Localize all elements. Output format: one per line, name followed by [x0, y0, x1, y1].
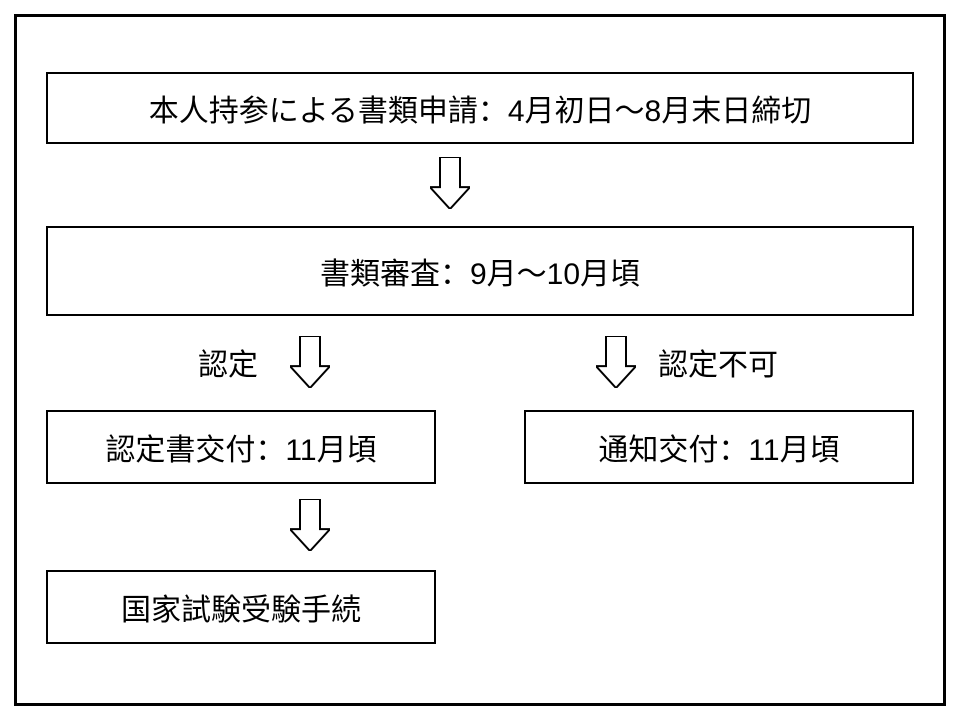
label-rejected: 認定不可 — [658, 340, 778, 384]
flowchart-canvas: 本人持参による書類申請：4月初日～8月末日締切 書類審査：9月～10月頃 認定 … — [0, 0, 960, 720]
arrow-to-exam — [290, 499, 330, 551]
step3b-notice-box: 通知交付：11月頃 — [524, 410, 914, 484]
step4-exam-box: 国家試験受験手続 — [46, 570, 436, 644]
step2-text: 書類審査：9月～10月頃 — [320, 249, 640, 293]
step4-text: 国家試験受験手続 — [121, 585, 361, 629]
step3a-certificate-box: 認定書交付：11月頃 — [46, 410, 436, 484]
step3a-text: 認定書交付：11月頃 — [105, 425, 376, 469]
arrow-approved — [290, 336, 330, 388]
step3b-text: 通知交付：11月頃 — [598, 425, 839, 469]
arrow-step1-to-step2 — [430, 157, 470, 209]
step1-application-box: 本人持参による書類申請：4月初日～8月末日締切 — [46, 72, 914, 144]
step2-review-box: 書類審査：9月～10月頃 — [46, 226, 914, 316]
label-approved: 認定 — [198, 340, 258, 384]
arrow-rejected — [596, 336, 636, 388]
step1-text: 本人持参による書類申請：4月初日～8月末日締切 — [149, 86, 811, 130]
